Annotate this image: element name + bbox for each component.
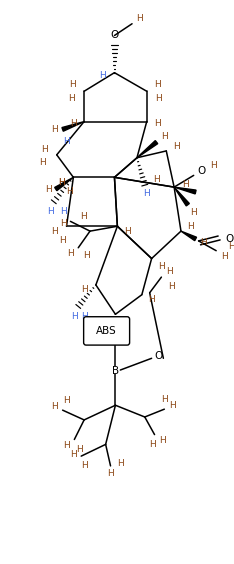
Text: H: H bbox=[161, 132, 168, 141]
Text: H: H bbox=[51, 227, 58, 236]
Polygon shape bbox=[55, 177, 73, 191]
Text: H: H bbox=[70, 450, 77, 459]
Text: H: H bbox=[68, 94, 75, 103]
Text: H: H bbox=[83, 251, 89, 260]
Text: H: H bbox=[60, 207, 67, 216]
Text: H: H bbox=[168, 283, 175, 292]
Text: H: H bbox=[120, 320, 127, 329]
Text: H: H bbox=[80, 212, 87, 221]
Text: H: H bbox=[59, 236, 66, 245]
Text: H: H bbox=[76, 445, 83, 454]
Text: H: H bbox=[200, 239, 207, 248]
Text: H: H bbox=[42, 146, 48, 155]
Polygon shape bbox=[137, 140, 158, 158]
Text: H: H bbox=[81, 312, 88, 321]
Text: H: H bbox=[46, 184, 52, 193]
Text: H: H bbox=[153, 175, 160, 184]
Polygon shape bbox=[181, 231, 197, 241]
Text: ABS: ABS bbox=[96, 326, 117, 336]
Text: H: H bbox=[210, 161, 217, 170]
Text: H: H bbox=[69, 80, 76, 89]
Text: H: H bbox=[63, 136, 70, 146]
Text: H: H bbox=[124, 227, 131, 236]
Text: H: H bbox=[60, 219, 67, 228]
Text: H: H bbox=[166, 267, 173, 276]
Text: H: H bbox=[169, 401, 176, 410]
Text: H: H bbox=[117, 460, 124, 469]
FancyBboxPatch shape bbox=[84, 317, 130, 345]
Text: H: H bbox=[148, 295, 155, 304]
Text: H: H bbox=[66, 187, 73, 196]
Polygon shape bbox=[174, 187, 196, 194]
Text: H: H bbox=[71, 312, 78, 321]
Text: H: H bbox=[70, 119, 77, 128]
Text: H: H bbox=[221, 252, 227, 261]
Text: H: H bbox=[81, 461, 88, 470]
Text: H: H bbox=[187, 222, 194, 231]
Text: H: H bbox=[143, 190, 150, 199]
Polygon shape bbox=[62, 122, 84, 131]
Text: H: H bbox=[190, 208, 197, 217]
Text: H: H bbox=[67, 249, 74, 258]
Text: H: H bbox=[63, 441, 70, 450]
Text: O: O bbox=[154, 351, 163, 362]
Text: H: H bbox=[173, 142, 179, 151]
Text: H: H bbox=[51, 125, 58, 134]
Text: H: H bbox=[136, 14, 143, 23]
Text: O: O bbox=[226, 234, 234, 244]
Text: H: H bbox=[161, 395, 168, 404]
Text: H: H bbox=[48, 207, 54, 216]
Text: H: H bbox=[155, 94, 162, 103]
Text: H: H bbox=[81, 285, 88, 294]
Text: O: O bbox=[110, 30, 119, 41]
Text: H: H bbox=[154, 80, 161, 89]
Polygon shape bbox=[174, 187, 189, 206]
Text: H: H bbox=[51, 402, 58, 411]
Text: H: H bbox=[107, 469, 114, 478]
Text: H: H bbox=[39, 158, 45, 167]
Text: H: H bbox=[63, 396, 70, 405]
Text: H: H bbox=[183, 180, 189, 189]
Text: H: H bbox=[228, 243, 234, 252]
Text: B: B bbox=[112, 366, 119, 376]
Text: H: H bbox=[158, 262, 165, 271]
Text: H: H bbox=[149, 440, 156, 449]
Text: H: H bbox=[58, 178, 65, 187]
Text: H: H bbox=[154, 119, 161, 128]
Text: H: H bbox=[99, 71, 106, 80]
Text: H: H bbox=[58, 178, 65, 187]
Text: H: H bbox=[159, 436, 166, 445]
Text: O: O bbox=[197, 166, 206, 177]
